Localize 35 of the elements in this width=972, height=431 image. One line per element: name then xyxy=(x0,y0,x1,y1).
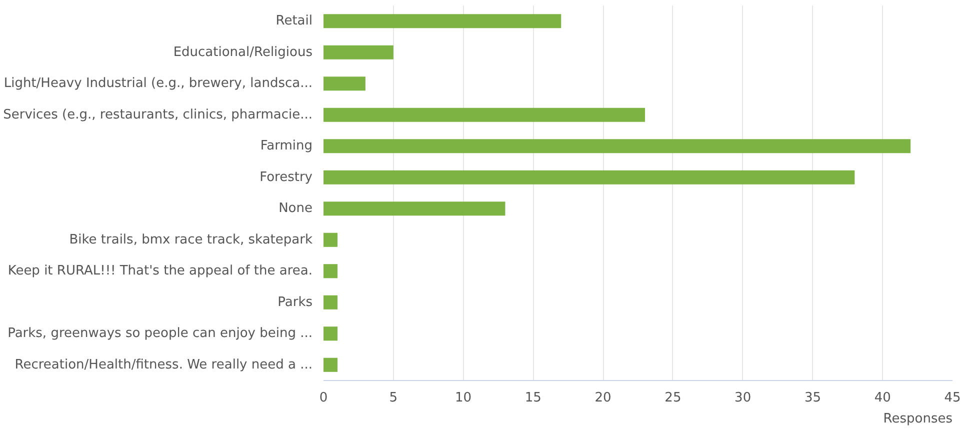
bar xyxy=(324,232,338,247)
x-tick-label: 30 xyxy=(734,390,752,406)
y-tick-label: Services (e.g., restaurants, clinics, pharmacie... xyxy=(3,107,313,122)
bar xyxy=(324,295,338,310)
bar xyxy=(324,76,366,91)
bar xyxy=(324,108,645,122)
bar xyxy=(324,326,338,341)
y-tick-label: Farming xyxy=(260,138,313,154)
y-tick-label: Educational/Religious xyxy=(173,44,313,60)
bar xyxy=(324,14,562,28)
bar xyxy=(324,358,338,372)
bar xyxy=(324,170,855,184)
bar xyxy=(324,139,911,154)
x-tick-label: 40 xyxy=(874,390,891,406)
y-tick-label: None xyxy=(278,201,313,216)
x-tick-label: 35 xyxy=(804,390,821,406)
y-tick-label: Light/Heavy Industrial (e.g., brewery, landsca... xyxy=(4,76,313,92)
x-tick-label: 20 xyxy=(594,390,612,406)
x-tick-label: 5 xyxy=(389,390,398,406)
y-tick-label: Retail xyxy=(276,14,312,29)
bar xyxy=(324,264,338,278)
y-tick-label: Forestry xyxy=(260,170,313,185)
x-tick-label: 45 xyxy=(944,390,961,406)
x-tick-label: 15 xyxy=(524,390,542,406)
bar xyxy=(324,45,394,60)
y-tick-label: Bike trails, bmx race track, skatepark xyxy=(69,232,313,248)
x-tick-label: 0 xyxy=(319,390,328,406)
y-tick-label: Keep it RURAL!!! That's the appeal of the area. xyxy=(8,264,313,279)
x-axis-title: Responses xyxy=(883,412,953,426)
y-tick-label: Parks, greenways so people can enjoy being ... xyxy=(8,326,313,342)
y-tick-label: Parks xyxy=(278,294,313,310)
x-tick-label: 25 xyxy=(664,390,682,406)
y-tick-label: Recreation/Health/fitness. We really need a ... xyxy=(14,357,313,372)
x-tick-label: 10 xyxy=(455,390,472,406)
bar xyxy=(324,202,506,216)
